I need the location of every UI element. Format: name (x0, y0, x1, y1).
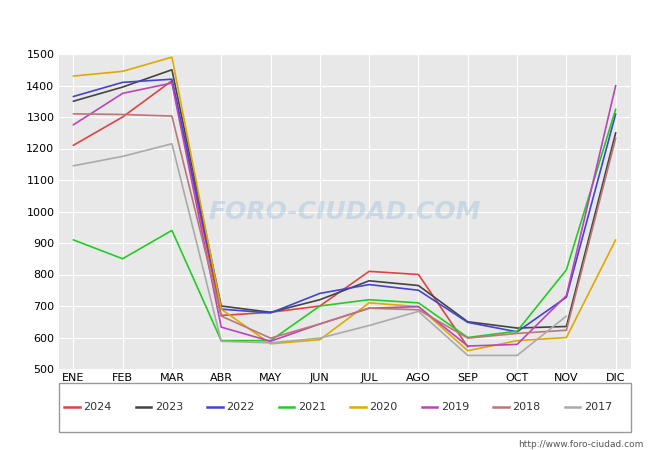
Text: http://www.foro-ciudad.com: http://www.foro-ciudad.com (518, 440, 644, 449)
Text: 2019: 2019 (441, 402, 469, 412)
Text: 2018: 2018 (512, 402, 541, 412)
Text: FORO-CIUDAD.COM: FORO-CIUDAD.COM (208, 199, 481, 224)
Text: 2021: 2021 (298, 402, 326, 412)
Text: 2022: 2022 (227, 402, 255, 412)
Text: 2024: 2024 (83, 402, 112, 412)
Text: 2017: 2017 (584, 402, 612, 412)
Text: Afiliados en Alp a 30/9/2024: Afiliados en Alp a 30/9/2024 (208, 11, 442, 29)
Text: 2023: 2023 (155, 402, 183, 412)
Text: 2020: 2020 (369, 402, 398, 412)
